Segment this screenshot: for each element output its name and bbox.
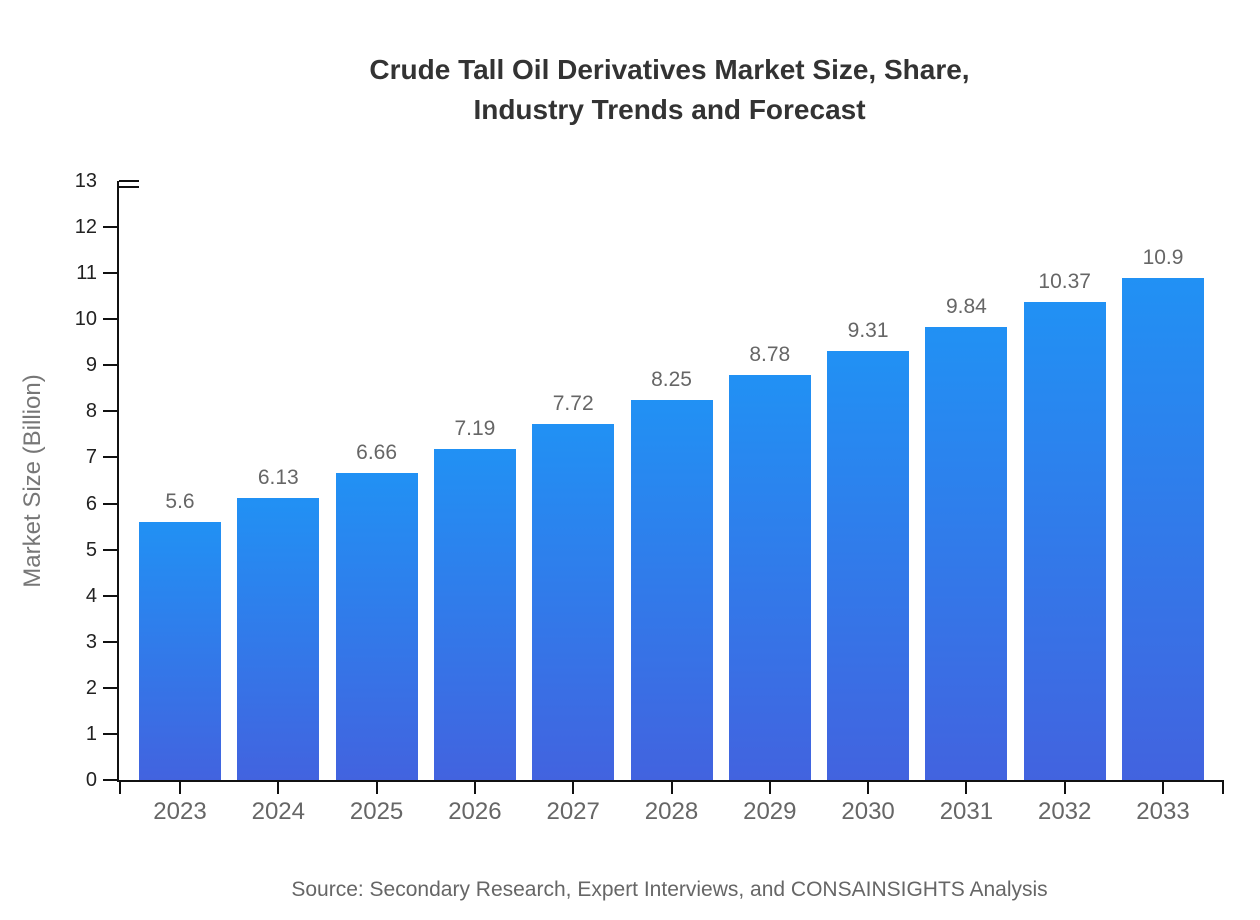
bar-2030 (827, 351, 910, 780)
bar-value-label: 9.31 (847, 319, 889, 343)
x-axis-tick (670, 782, 673, 794)
x-axis-category-label: 2032 (1037, 798, 1092, 825)
y-axis-tick-label: 8 (85, 400, 97, 423)
y-axis-tick-label: 2 (85, 676, 97, 699)
y-axis-tick-label: 13 (74, 170, 97, 192)
bar-value-label: 6.13 (257, 465, 299, 489)
bar-value-label: 8.78 (749, 343, 791, 367)
y-axis-tick-label: 6 (85, 492, 97, 515)
bar-2028 (630, 399, 713, 780)
bar-2026 (433, 448, 516, 780)
x-axis-category-label: 2026 (448, 798, 502, 825)
x-axis-category-label: 2023 (153, 798, 207, 825)
y-axis-tick-label: 10 (74, 308, 97, 331)
bar-value-label: 9.84 (945, 294, 987, 318)
bar-2032 (1023, 302, 1106, 780)
y-axis-tick (103, 732, 117, 735)
y-axis-tick-label: 7 (85, 446, 97, 469)
bar-value-label: 7.19 (454, 416, 496, 440)
bar-value-label: 8.25 (651, 367, 692, 391)
y-axis-tick-label: 1 (85, 722, 97, 745)
bar-value-label: 6.66 (356, 441, 398, 465)
y-axis-tick (103, 502, 117, 505)
y-axis-tick (103, 410, 117, 413)
x-axis-category-label: 2025 (349, 798, 404, 825)
bar-value-label: 7.72 (552, 392, 594, 416)
x-axis-category-label: 2033 (1136, 798, 1190, 825)
bar-2024 (237, 497, 320, 780)
x-axis-category-label: 2031 (939, 798, 994, 825)
y-axis-tick-label: 4 (85, 584, 97, 607)
x-axis-tick (375, 782, 378, 794)
y-axis-tick (103, 548, 117, 551)
x-axis-tick (867, 782, 870, 794)
x-axis-category-label: 2029 (743, 798, 797, 825)
y-axis-tick (103, 364, 117, 367)
bar-2033 (1122, 277, 1204, 780)
bar-2027 (532, 424, 615, 780)
y-axis-tick-label: 5 (85, 538, 97, 561)
x-axis-tick (1063, 782, 1066, 794)
x-axis-category-label: 2030 (841, 798, 895, 825)
y-axis-top-cap (119, 186, 139, 188)
y-axis-top-cap (119, 180, 139, 182)
bar-2029 (728, 375, 811, 780)
x-axis-tick (473, 782, 476, 794)
chart-title-line1: Crude Tall Oil Derivatives Market Size, … (369, 54, 970, 85)
y-axis-tick (103, 272, 117, 275)
bar-2023 (139, 521, 221, 780)
x-axis-tick (572, 782, 575, 794)
plot-area: 0 1 2 3 4 5 6 7 8 9 10 11 12 13 5.6 2023 6.13 2024 6.66 202… (75, 171, 1224, 825)
y-axis-tick-label: 0 (85, 769, 97, 791)
y-axis-tick (103, 686, 117, 689)
y-axis-tick-label: 12 (74, 216, 97, 239)
y-axis-tick (103, 640, 117, 643)
x-axis-tick (1162, 782, 1164, 794)
bar-value-label: 5.6 (165, 489, 195, 513)
x-axis-tick (119, 782, 121, 794)
y-axis-tick (103, 779, 117, 781)
x-axis-category-label: 2027 (546, 798, 600, 825)
y-axis-tick (103, 226, 117, 229)
x-axis-tick (277, 782, 280, 794)
x-axis-category-label: 2024 (251, 798, 305, 825)
y-axis-tick (103, 594, 117, 597)
chart-title: Crude Tall Oil Derivatives Market Size, … (117, 50, 1222, 130)
bar-value-label: 10.9 (1142, 245, 1184, 269)
bar-value-label: 10.37 (1038, 270, 1091, 294)
chart-title-line2: Industry Trends and Forecast (473, 94, 866, 125)
source-attribution: Source: Secondary Research, Expert Inter… (291, 878, 1048, 901)
x-axis-tick (768, 782, 771, 794)
y-axis-tick-label: 3 (85, 630, 97, 653)
bar-2025 (335, 473, 418, 780)
y-axis-tick (103, 318, 117, 321)
bar-2031 (925, 326, 1008, 780)
x-axis-tick (179, 782, 181, 794)
x-axis-tick (965, 782, 968, 794)
x-axis-tick (1222, 782, 1224, 794)
y-axis-tick-label: 9 (85, 354, 97, 377)
x-axis-category-label: 2028 (644, 798, 699, 825)
y-axis-tick-label: 11 (76, 262, 97, 285)
y-axis-tick (103, 456, 117, 459)
